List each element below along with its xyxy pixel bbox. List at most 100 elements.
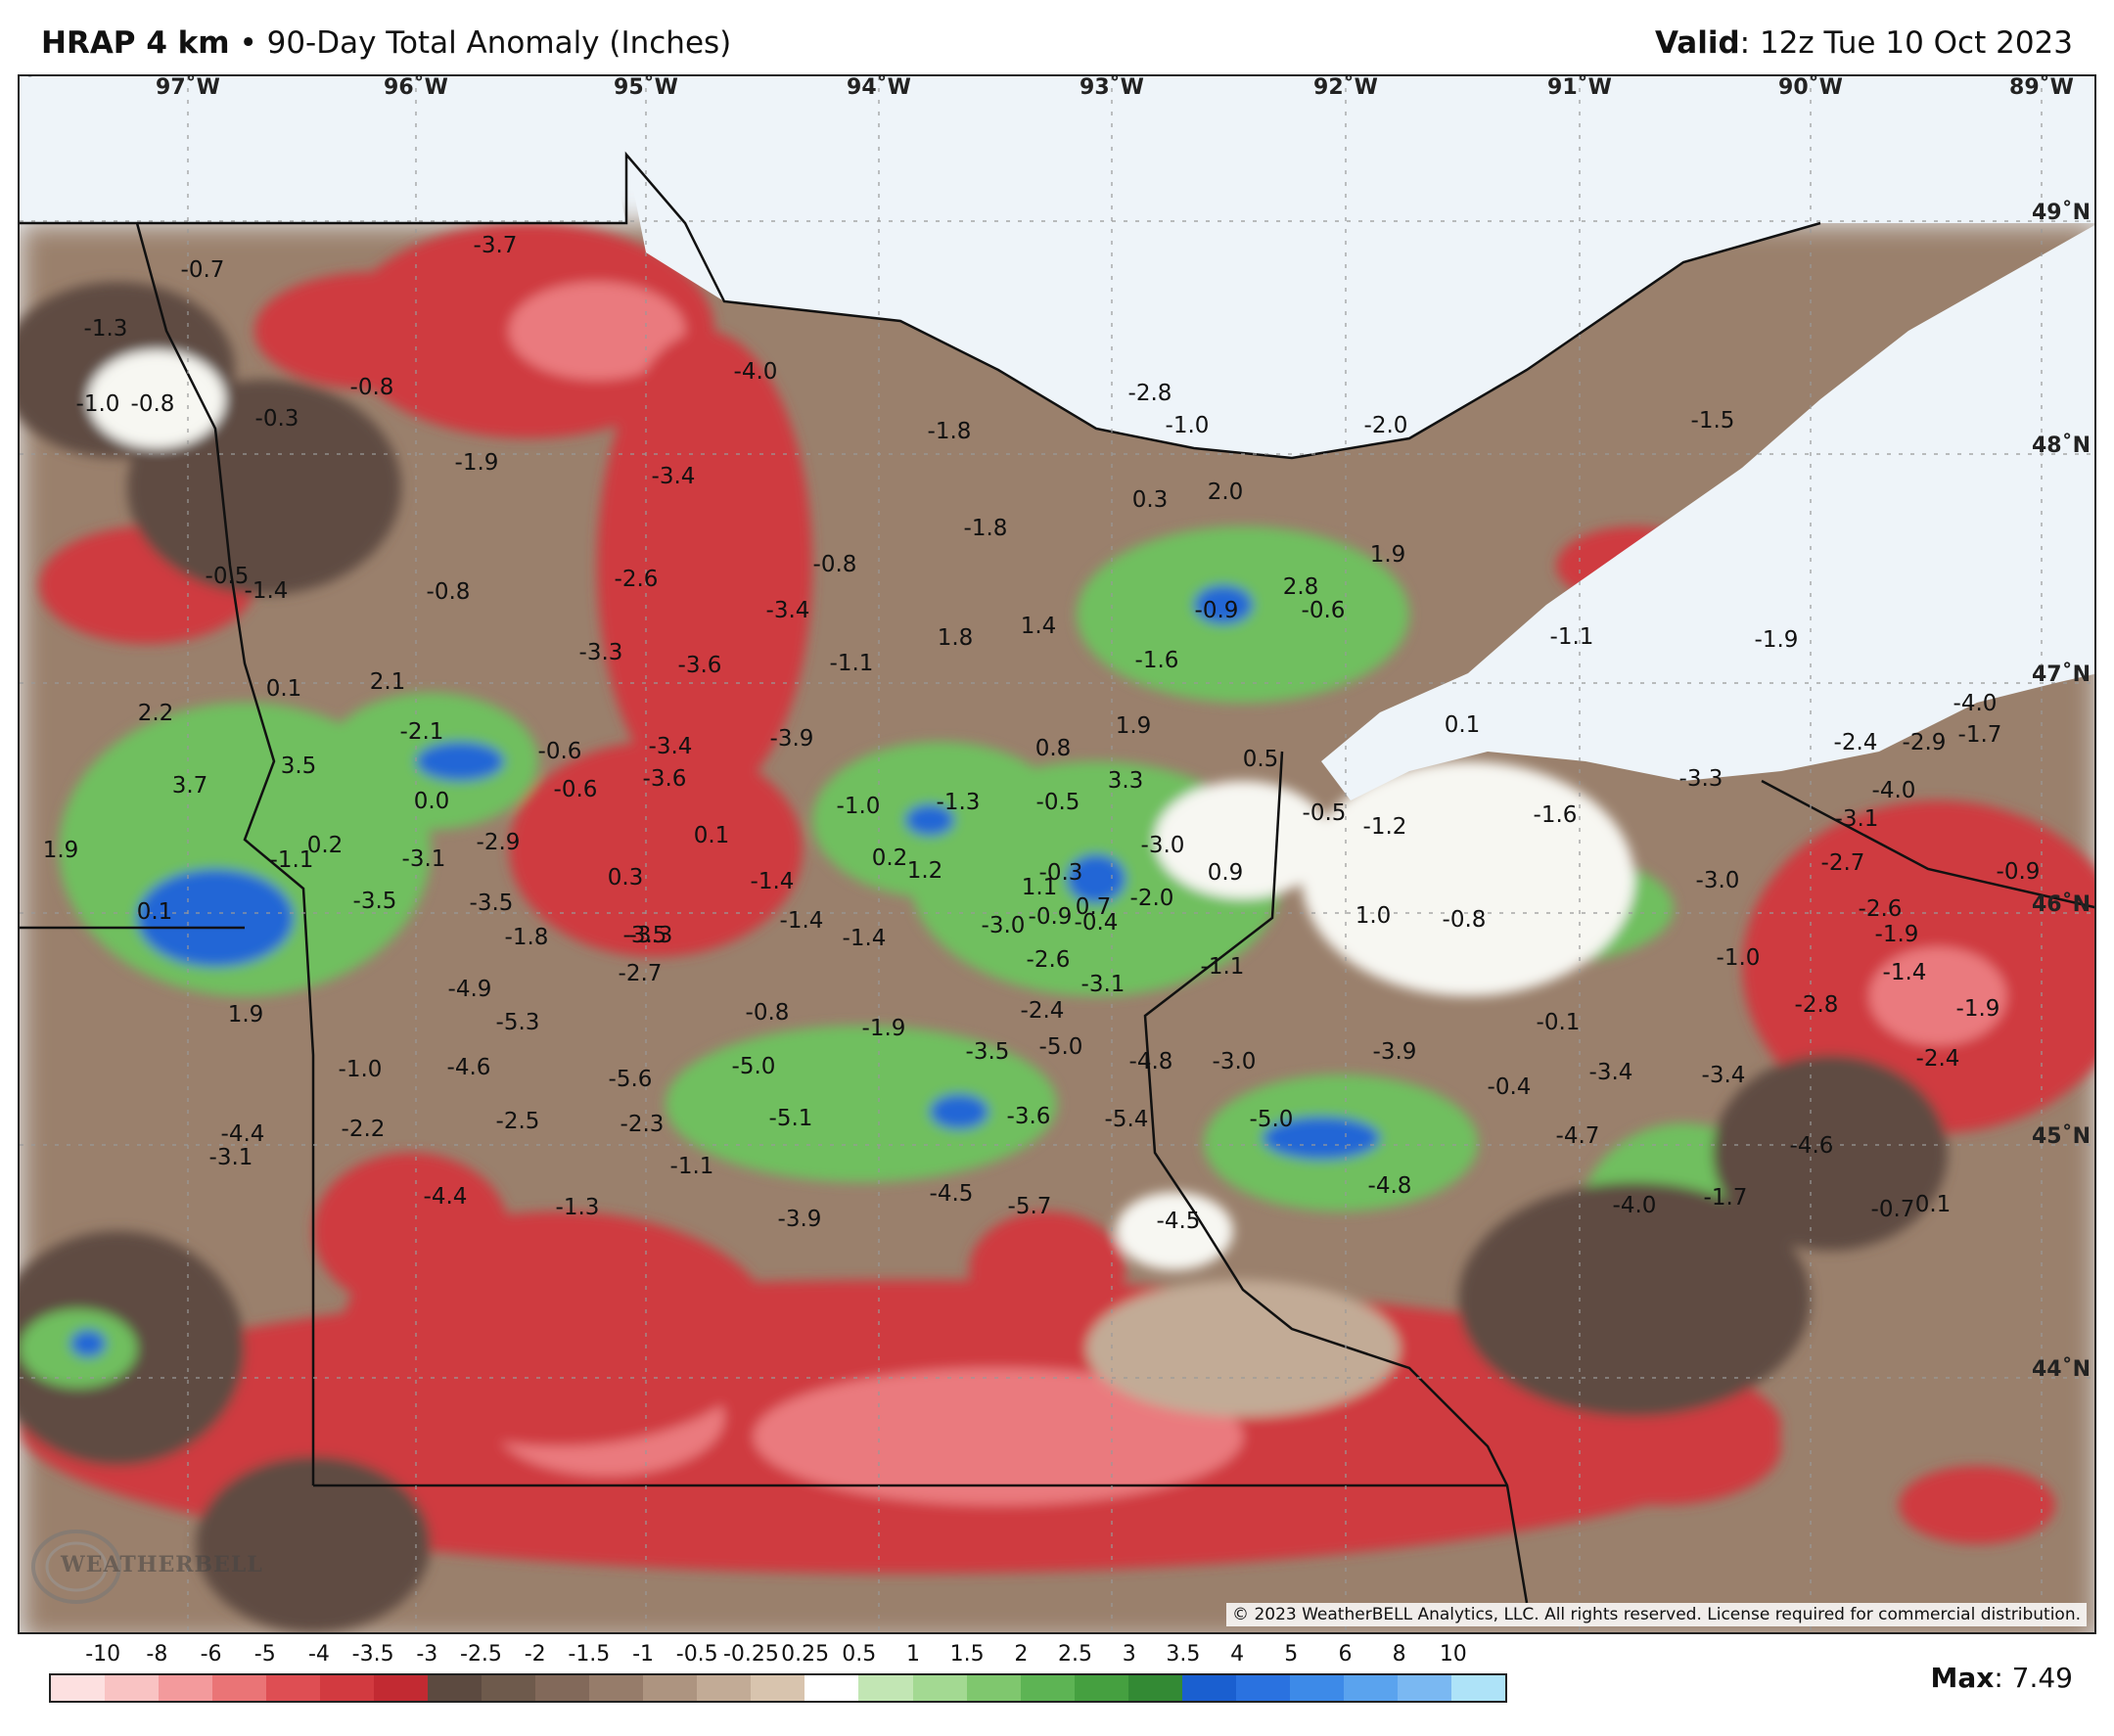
anomaly-value-label: -3.6 xyxy=(1007,1104,1051,1129)
anomaly-value-label: -0.8 xyxy=(131,391,175,417)
anomaly-area xyxy=(1713,1055,1948,1251)
anomaly-value-label: -1.4 xyxy=(780,908,824,934)
colorbar-swatch xyxy=(105,1675,160,1701)
anomaly-value-label: -1.1 xyxy=(1201,954,1245,980)
colorbar-tick-label: 1 xyxy=(905,1642,920,1667)
anomaly-value-label: -0.7 xyxy=(1871,1197,1915,1222)
anomaly-value-label: 1.9 xyxy=(43,838,79,863)
anomaly-value-label: -4.0 xyxy=(734,359,778,385)
anomaly-value-label: -1.0 xyxy=(76,391,120,417)
anomaly-value-label: -1.1 xyxy=(670,1154,714,1179)
anomaly-value-label: -3.4 xyxy=(766,598,810,623)
colorbar-tick-label: 5 xyxy=(1284,1642,1299,1667)
anomaly-area xyxy=(930,1094,988,1129)
longitude-label: 94˚W xyxy=(847,76,911,100)
colorbar-swatch xyxy=(1074,1675,1128,1701)
anomaly-value-label: -2.9 xyxy=(1903,730,1947,755)
title-model: HRAP 4 km xyxy=(41,25,230,61)
anomaly-value-label: 0.2 xyxy=(307,833,344,858)
anomaly-value-label: -1.4 xyxy=(751,869,795,894)
anomaly-value-label: -3.0 xyxy=(982,913,1026,938)
axis-labels: 97˚W 96˚W 95˚W 94˚W 93˚W 92˚W 91˚W 90˚W 89˚W 49˚N… xyxy=(156,76,2091,1382)
longitude-label: 96˚W xyxy=(384,76,448,100)
anomaly-area xyxy=(1067,854,1126,903)
anomaly-value-label: -2.4 xyxy=(1021,998,1065,1024)
max-number: : 7.49 xyxy=(1994,1662,2073,1694)
anomaly-value-label: -3.4 xyxy=(1702,1063,1746,1088)
colorbar-tick-label: -3 xyxy=(416,1642,438,1667)
latitude-label: 47˚N xyxy=(2032,662,2091,687)
anomaly-value-label: -2.2 xyxy=(342,1117,386,1142)
colorbar-tick-label: 0.5 xyxy=(842,1642,877,1667)
anomaly-value-label: -1.3 xyxy=(84,316,128,342)
anomaly-value-label: -2.6 xyxy=(615,567,659,592)
latitude-label: 49˚N xyxy=(2032,201,2091,225)
anomaly-value-label: -0.6 xyxy=(1302,598,1346,623)
anomaly-value-label: -1.1 xyxy=(270,847,314,873)
anomaly-value-label: -5.0 xyxy=(732,1054,776,1079)
colorbar-swatch xyxy=(1181,1675,1236,1701)
anomaly-value-label: -0.9 xyxy=(1997,859,2041,885)
colorbar-tick-label: 4 xyxy=(1230,1642,1245,1667)
anomaly-value-label: -4.5 xyxy=(1157,1209,1201,1234)
longitude-label: 91˚W xyxy=(1547,76,1612,100)
anomaly-value-label: -4.0 xyxy=(1872,778,1916,803)
anomaly-value-label: -4.0 xyxy=(1953,691,1998,716)
anomaly-area xyxy=(88,350,225,448)
anomaly-area xyxy=(1155,781,1331,898)
anomaly-value-label: -1.1 xyxy=(1550,624,1594,650)
anomaly-value-label: -5.1 xyxy=(769,1106,813,1131)
valid-time: Valid: 12z Tue 10 Oct 2023 xyxy=(1655,25,2073,61)
anomaly-value-label: -3.0 xyxy=(1696,868,1740,893)
anomaly-value-label: -5.7 xyxy=(1008,1194,1052,1219)
anomaly-value-label: -3.9 xyxy=(778,1207,822,1232)
anomaly-value-label: -2.7 xyxy=(1821,850,1865,876)
anomaly-value-label: -4.5 xyxy=(930,1181,974,1207)
colorbar-swatch xyxy=(159,1675,213,1701)
colorbar-swatch xyxy=(374,1675,429,1701)
anomaly-value-label: 1.4 xyxy=(1021,614,1057,639)
anomaly-value-label: -2.6 xyxy=(1859,896,1903,922)
weatherbell-logo: WEATHERBELL xyxy=(27,1523,262,1611)
colorbar-tick-label: 8 xyxy=(1392,1642,1406,1667)
anomaly-area xyxy=(1194,585,1253,624)
anomaly-value-label: -0.5 xyxy=(1303,800,1347,826)
anomaly-value-label: 2.8 xyxy=(1283,574,1319,600)
colorbar-tick-label: -2.5 xyxy=(460,1642,502,1667)
anomaly-value-label: -3.1 xyxy=(1835,806,1879,832)
anomaly-value-label: -2.3 xyxy=(620,1112,665,1137)
anomaly-value-label: -2.1 xyxy=(400,719,444,745)
longitude-label: 92˚W xyxy=(1313,76,1378,100)
anomaly-value-label: -0.6 xyxy=(538,739,582,764)
anomaly-value-label: -2.8 xyxy=(1795,992,1839,1018)
anomaly-value-label: -3.5 xyxy=(623,923,667,948)
colorbar-tick-label: 10 xyxy=(1439,1642,1467,1667)
colorbar-tick-label: 2.5 xyxy=(1058,1642,1093,1667)
valid-label: Valid xyxy=(1655,25,1740,61)
colorbar-tick-label: 1.5 xyxy=(949,1642,985,1667)
anomaly-value-label: 1.1 xyxy=(1022,875,1058,900)
colorbar-swatch xyxy=(966,1675,1021,1701)
anomaly-value-label: -1.1 xyxy=(830,651,874,676)
anomaly-value-label: -3.6 xyxy=(643,766,687,792)
colorbar-swatch xyxy=(51,1675,106,1701)
anomaly-value-label: -5.0 xyxy=(1039,1034,1083,1060)
anomaly-area xyxy=(1458,1182,1811,1417)
valid-date: : 12z Tue 10 Oct 2023 xyxy=(1739,25,2073,61)
anomaly-value-label: 0.1 xyxy=(1915,1192,1952,1217)
colorbar-swatch xyxy=(1450,1675,1505,1701)
anomaly-value-label: -2.9 xyxy=(477,830,521,855)
anomaly-value-label: -0.8 xyxy=(1443,907,1487,933)
colorbar-tick-label: -3.5 xyxy=(351,1642,394,1667)
colorbar-swatch xyxy=(1343,1675,1398,1701)
anomaly-value-label: 1.9 xyxy=(228,1002,264,1028)
longitude-label: 89˚W xyxy=(2009,76,2074,100)
anomaly-value-label: -1.6 xyxy=(1135,648,1179,673)
colorbar-tick-label: -0.25 xyxy=(722,1642,779,1667)
anomaly-value-label: -0.3 xyxy=(1039,860,1083,886)
anomaly-value-label: 0.0 xyxy=(414,789,450,814)
anomaly-value-label: -3.9 xyxy=(1373,1039,1417,1065)
anomaly-value-label: -1.9 xyxy=(1755,627,1799,653)
anomaly-area xyxy=(666,1026,1057,1182)
anomaly-value-label: -3.5 xyxy=(470,891,514,916)
